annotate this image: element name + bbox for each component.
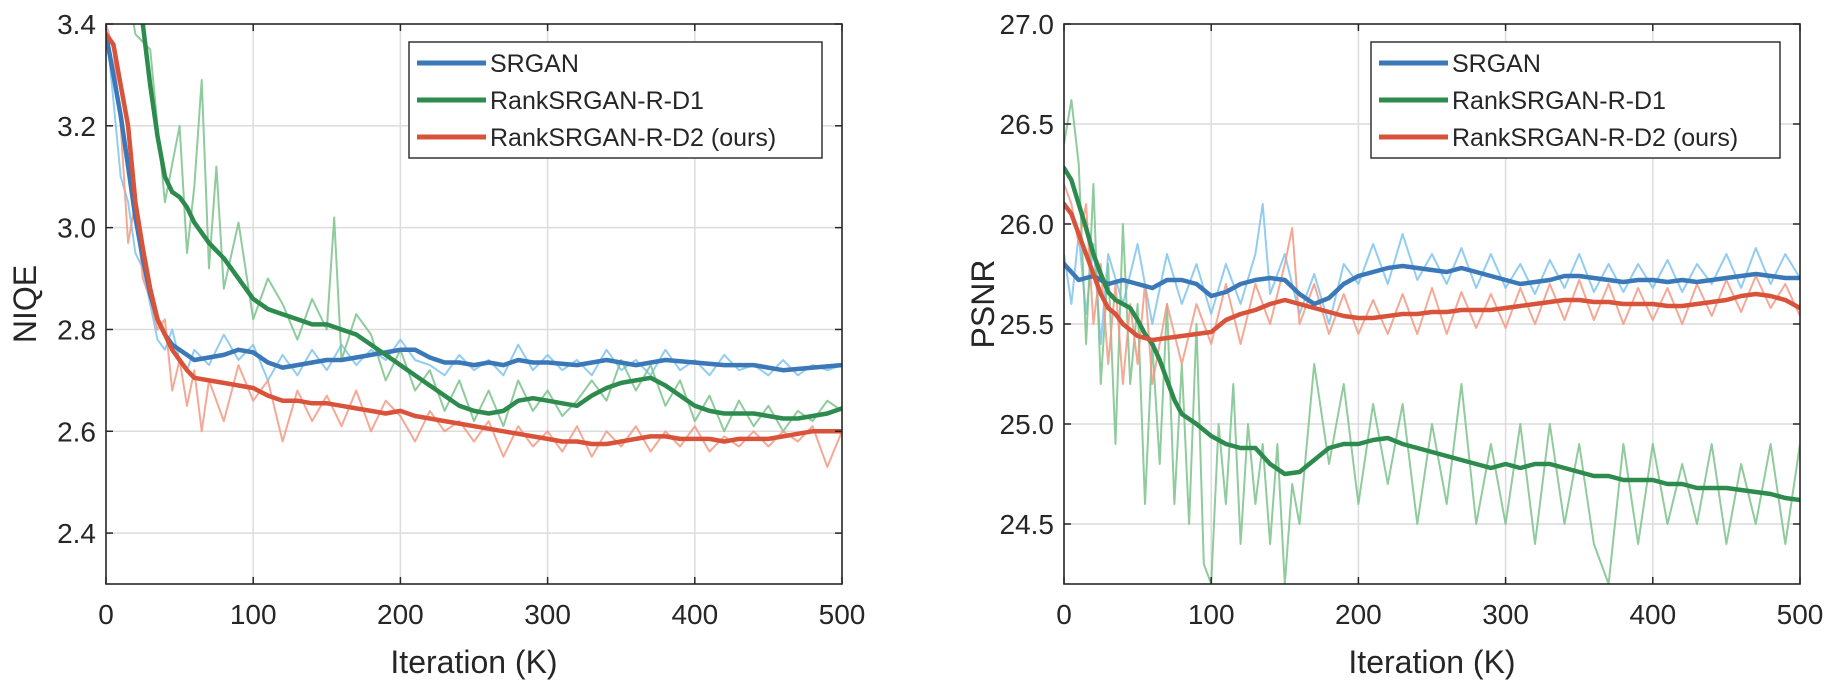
x-axis-label: Iteration (K) xyxy=(390,644,557,680)
y-tick-label: 2.8 xyxy=(57,314,96,345)
y-tick-label: 25.5 xyxy=(1000,309,1055,340)
smoothed-line-2 xyxy=(1064,165,1800,503)
legend: SRGAN RankSRGAN-R-D1 RankSRGAN-R-D2 (ours) xyxy=(1370,41,1781,159)
axes-box xyxy=(105,23,843,585)
raw-line-1 xyxy=(106,24,842,382)
x-tick-label: 0 xyxy=(98,599,114,630)
smoothed-line-3 xyxy=(106,31,842,447)
y-tick-label: 26.0 xyxy=(1000,209,1055,240)
smoothed-line-3 xyxy=(1064,201,1800,343)
chart-panel-1: 0 100 200 300 400 500 2.4 2.6 2.8 3.0 3.2 3.4 Iterat… xyxy=(7,9,866,680)
series-lines xyxy=(106,24,842,468)
chart-panel-2: 0 100 200 300 400 500 24.5 25.0 25.5 26.0 26.5 27.0… xyxy=(965,9,1823,680)
x-tick-label: 500 xyxy=(819,599,866,630)
x-tick-label: 300 xyxy=(524,599,571,630)
x-axis-label: Iteration (K) xyxy=(1348,644,1515,680)
y-tick-label: 3.2 xyxy=(57,111,96,142)
y-tick-label: 27.0 xyxy=(1000,9,1055,40)
x-tick-label: 0 xyxy=(1056,599,1072,630)
y-tick-label: 2.4 xyxy=(57,518,96,549)
x-tick-label: 100 xyxy=(230,599,277,630)
legend-label: RankSRGAN-R-D2 (ours) xyxy=(1452,124,1738,152)
legend-label: SRGAN xyxy=(490,50,579,78)
series-lines xyxy=(1064,99,1800,584)
x-tick-label: 500 xyxy=(1777,599,1824,630)
legend-label: SRGAN xyxy=(1452,50,1541,78)
x-tick-label: 400 xyxy=(671,599,718,630)
legend-label: RankSRGAN-R-D1 xyxy=(1452,87,1666,115)
smoothed-line-1 xyxy=(1064,261,1800,307)
axes-box xyxy=(1063,23,1801,585)
legend-label: RankSRGAN-R-D2 (ours) xyxy=(490,124,776,152)
x-tick-label: 100 xyxy=(1188,599,1235,630)
y-axis-label: NIQE xyxy=(7,265,43,343)
smoothed-line-2 xyxy=(140,24,842,421)
x-tick-label: 300 xyxy=(1482,599,1529,630)
x-tick-label: 200 xyxy=(1335,599,1382,630)
raw-line-2 xyxy=(132,24,842,433)
x-tick-label: 400 xyxy=(1629,599,1676,630)
y-tick-label: 3.4 xyxy=(57,9,96,40)
y-tick-label: 25.0 xyxy=(1000,409,1055,440)
x-tick-label: 200 xyxy=(377,599,424,630)
y-axis-label: PSNR xyxy=(965,260,1001,349)
raw-line-2 xyxy=(1064,99,1800,584)
y-tick-label: 26.5 xyxy=(1000,109,1055,140)
y-tick-label: 3.0 xyxy=(57,213,96,244)
y-tick-label: 24.5 xyxy=(1000,509,1055,540)
legend-label: RankSRGAN-R-D1 xyxy=(490,87,704,115)
y-tick-label: 2.6 xyxy=(57,416,96,447)
legend: SRGAN RankSRGAN-R-D1 RankSRGAN-R-D2 (ours) xyxy=(408,41,823,159)
raw-line-1 xyxy=(1064,203,1800,345)
